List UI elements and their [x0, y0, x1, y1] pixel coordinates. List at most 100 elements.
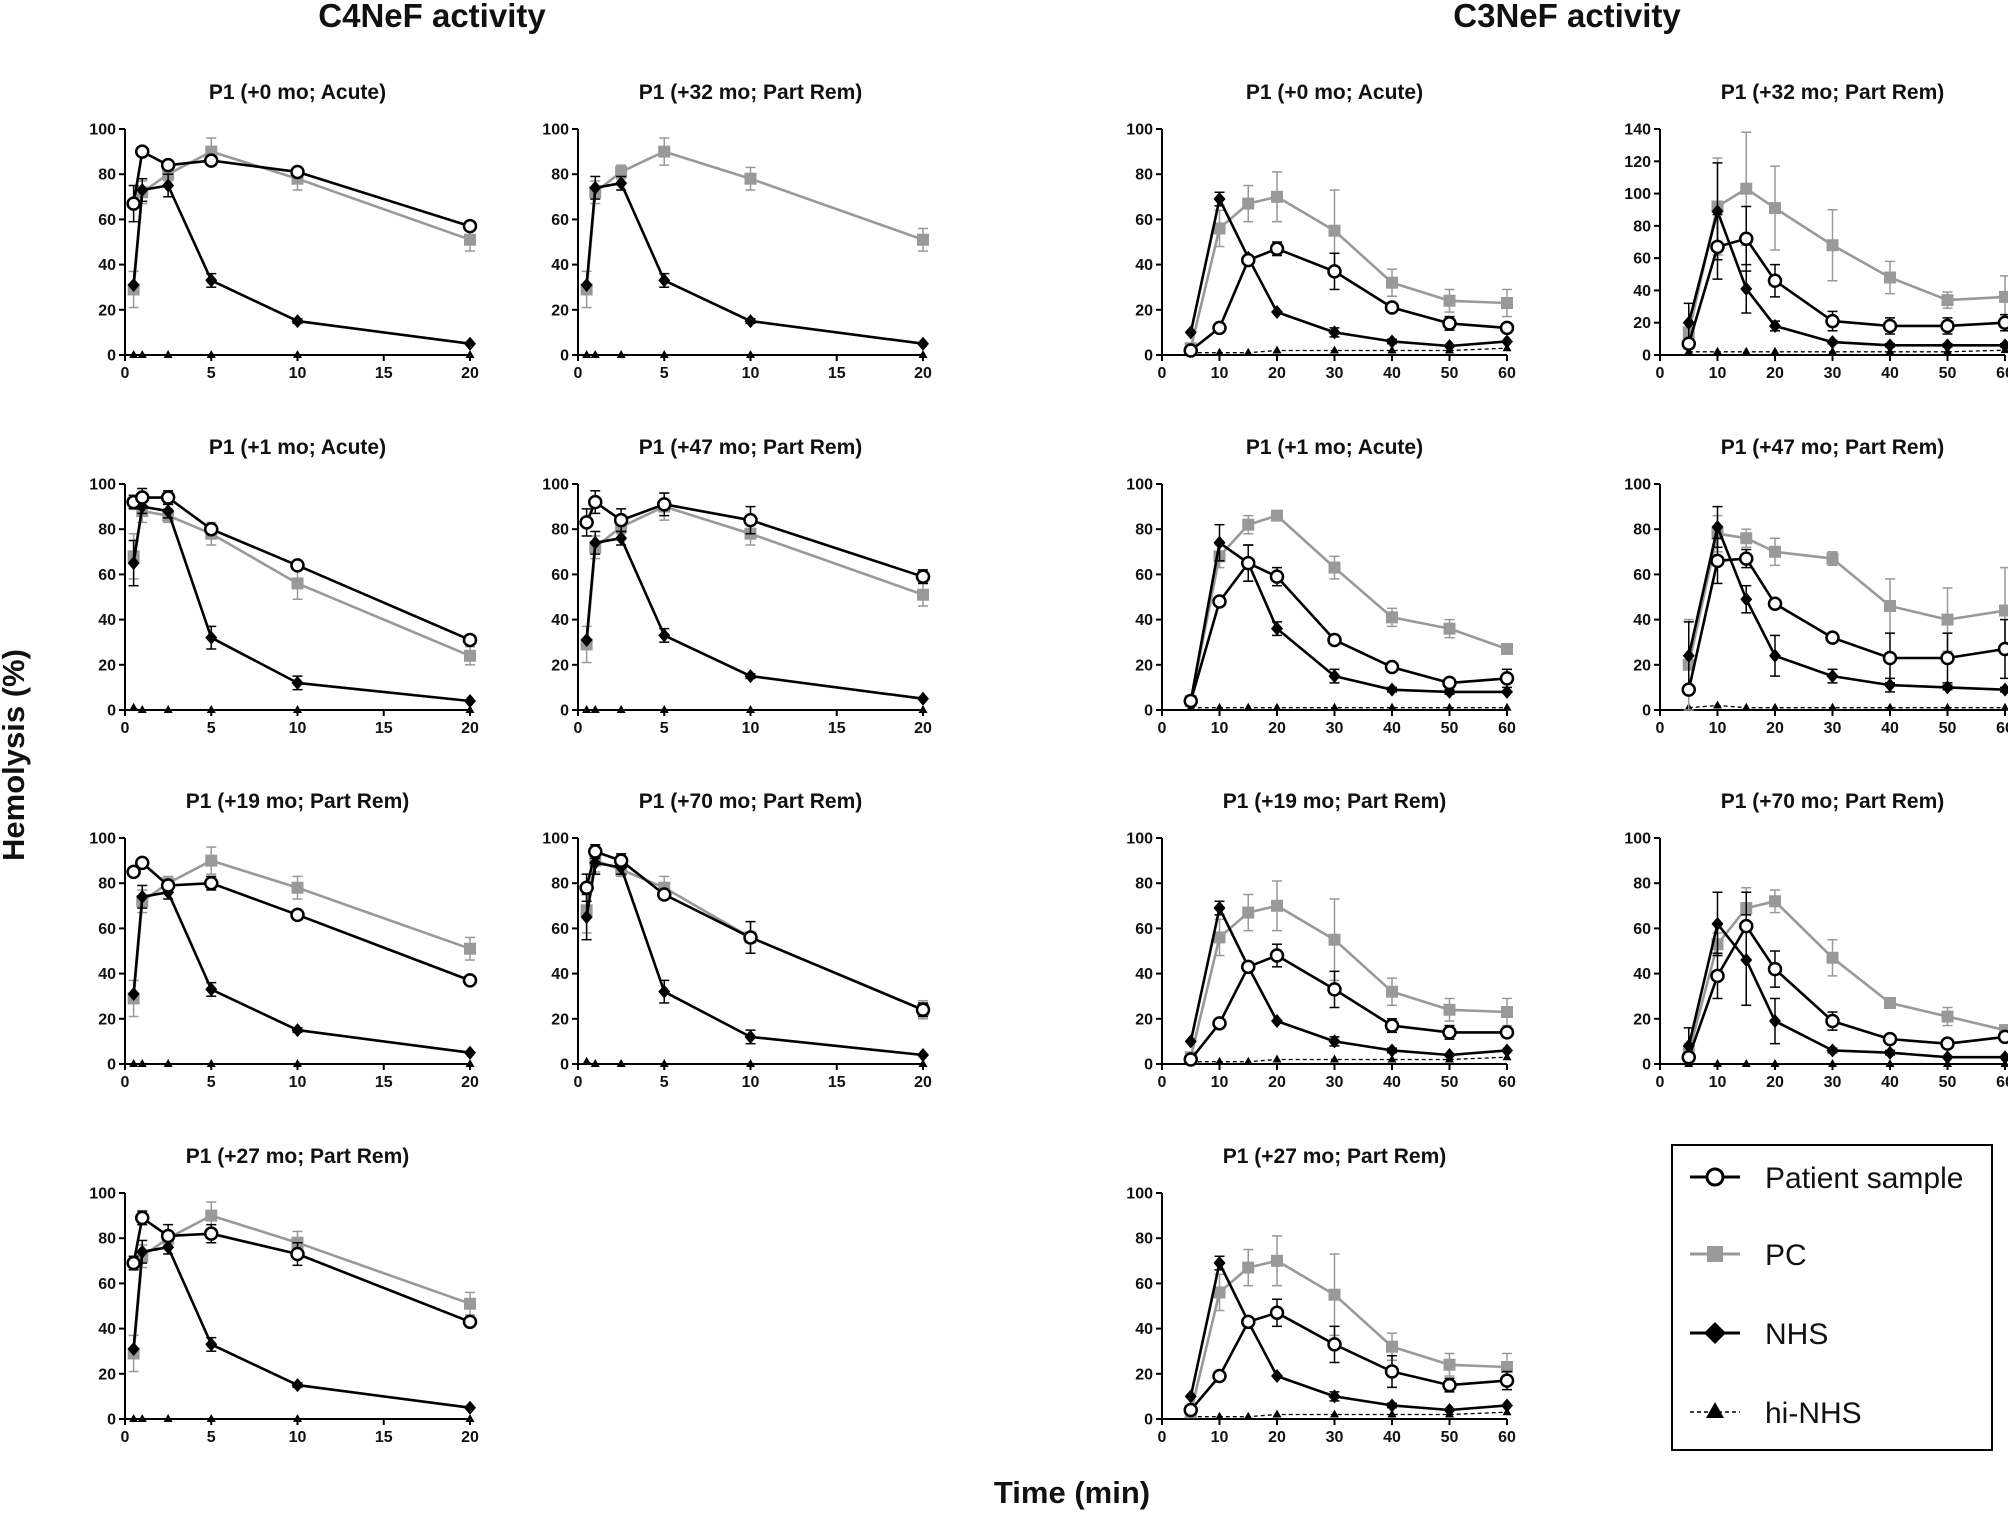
series-nhs: [127, 173, 476, 351]
point-hinhs: [293, 1414, 302, 1422]
point-patient: [1442, 316, 1457, 331]
point-nhs: [136, 1244, 149, 1259]
point-nhs: [464, 336, 476, 351]
panel-9: P1 (+19 mo; Part Rem) 0 20 40 60 80 100 0 5 10 15 2…: [89, 790, 479, 1091]
point-patient: [1327, 264, 1342, 279]
point-patient: [915, 1002, 931, 1018]
y-tick-label: 60: [1135, 567, 1153, 584]
point-nhs: [291, 675, 304, 690]
panel-4: P1 (+32 mo; Part Rem) 0 20 40 60 80 100 120 140 0…: [1624, 81, 2008, 382]
x-tick-label: 10: [742, 1074, 760, 1091]
y-axis-label: Hemolysis (%): [0, 649, 31, 861]
point-nhs: [580, 910, 593, 925]
x-tick-label: 10: [1211, 1429, 1229, 1446]
point-pc: [1386, 985, 1398, 998]
panel-title: P1 (+1 mo; Acute): [209, 436, 386, 459]
x-tick-label: 50: [1939, 365, 1957, 382]
x-tick-label: 5: [660, 365, 669, 382]
x-tick-label: 60: [1996, 720, 2008, 737]
y-tick-label: 40: [1135, 966, 1153, 983]
point-patient: [1212, 594, 1227, 609]
y-tick-label: 100: [89, 122, 116, 139]
series-line-pc: [1189, 514, 1508, 702]
point-nhs: [1999, 338, 2008, 353]
series-line-pc: [1687, 899, 2006, 1054]
point-pc: [1242, 518, 1255, 531]
point-patient: [1241, 555, 1256, 571]
series-pc: [1682, 514, 2008, 711]
point-nhs: [205, 630, 218, 645]
point-hinhs: [465, 705, 475, 713]
point-nhs: [917, 1047, 929, 1062]
point-hinhs: [1243, 347, 1253, 356]
y-tick-label: 0: [560, 1057, 569, 1074]
point-patient: [657, 887, 672, 902]
point-patient: [135, 1210, 150, 1226]
point-nhs: [1213, 535, 1226, 550]
y-tick-label: 80: [1633, 218, 1651, 235]
point-hinhs: [206, 350, 216, 358]
x-tick-label: 10: [289, 365, 307, 382]
point-patient: [1269, 241, 1285, 257]
point-pc: [1999, 290, 2008, 303]
point-patient: [290, 558, 305, 573]
x-tick-label: 10: [1211, 365, 1229, 382]
point-patient: [1499, 1373, 1515, 1388]
x-tick-label: 20: [914, 365, 932, 382]
point-hinhs: [746, 350, 755, 358]
panel-8: P1 (+47 mo; Part Rem) 0 20 40 60 80 100 0 10 20 30…: [1624, 436, 2008, 737]
y-tick-label: 0: [1642, 348, 1651, 365]
point-hinhs: [1741, 346, 1751, 355]
x-tick-label: 15: [828, 720, 846, 737]
x-tick-label: 0: [1158, 720, 1167, 737]
point-patient: [1269, 1305, 1285, 1321]
point-patient: [1940, 650, 1955, 666]
x-tick-label: 20: [461, 365, 479, 382]
x-tick-label: 5: [660, 1074, 669, 1091]
point-hinhs: [465, 1414, 475, 1422]
point-hinhs: [659, 705, 669, 713]
panel-6: P1 (+47 mo; Part Rem) 0 20 40 60 80 100 0 5 10 15 2…: [542, 436, 932, 737]
point-nhs: [1501, 334, 1513, 349]
series-line-nhs: [1687, 525, 2006, 691]
series-patient: [126, 1210, 478, 1330]
right-section-title: C3NeF activity: [1453, 0, 1681, 34]
series-patient: [1681, 891, 2008, 1065]
point-pc: [1242, 197, 1255, 210]
series-line-patient: [1189, 247, 1508, 352]
point-nhs: [464, 1045, 476, 1060]
point-hinhs: [582, 705, 592, 713]
point-nhs: [127, 277, 140, 292]
x-tick-label: 20: [461, 720, 479, 737]
y-tick-label: 60: [1135, 921, 1153, 938]
point-nhs: [1443, 338, 1456, 353]
y-tick-label: 0: [107, 703, 116, 720]
y-tick-label: 80: [1135, 876, 1153, 893]
point-patient: [126, 864, 141, 880]
series-pc: [127, 1201, 476, 1373]
x-tick-label: 5: [207, 720, 216, 737]
x-tick-label: 60: [1498, 720, 1516, 737]
y-tick-label: 40: [98, 1321, 116, 1338]
y-tick-label: 80: [1135, 1231, 1153, 1248]
x-tick-label: 40: [1881, 720, 1899, 737]
y-tick-label: 140: [1624, 122, 1651, 139]
point-patient: [126, 1255, 141, 1271]
point-nhs: [205, 982, 218, 997]
series-line-patient: [1189, 1311, 1508, 1411]
y-tick-label: 20: [98, 1366, 116, 1383]
point-nhs: [744, 1029, 757, 1044]
x-tick-label: 10: [289, 720, 307, 737]
point-nhs: [1386, 682, 1398, 697]
point-hinhs: [1387, 702, 1397, 711]
series-line-nhs: [132, 184, 471, 345]
series-nhs: [580, 850, 929, 1062]
point-hinhs: [1215, 347, 1224, 356]
point-nhs: [580, 632, 593, 647]
point-nhs: [205, 1337, 218, 1352]
point-nhs: [1999, 1050, 2008, 1065]
y-tick-label: 60: [551, 567, 569, 584]
x-tick-label: 20: [1268, 720, 1286, 737]
x-tick-label: 20: [1766, 720, 1784, 737]
point-pc: [1769, 202, 1781, 215]
